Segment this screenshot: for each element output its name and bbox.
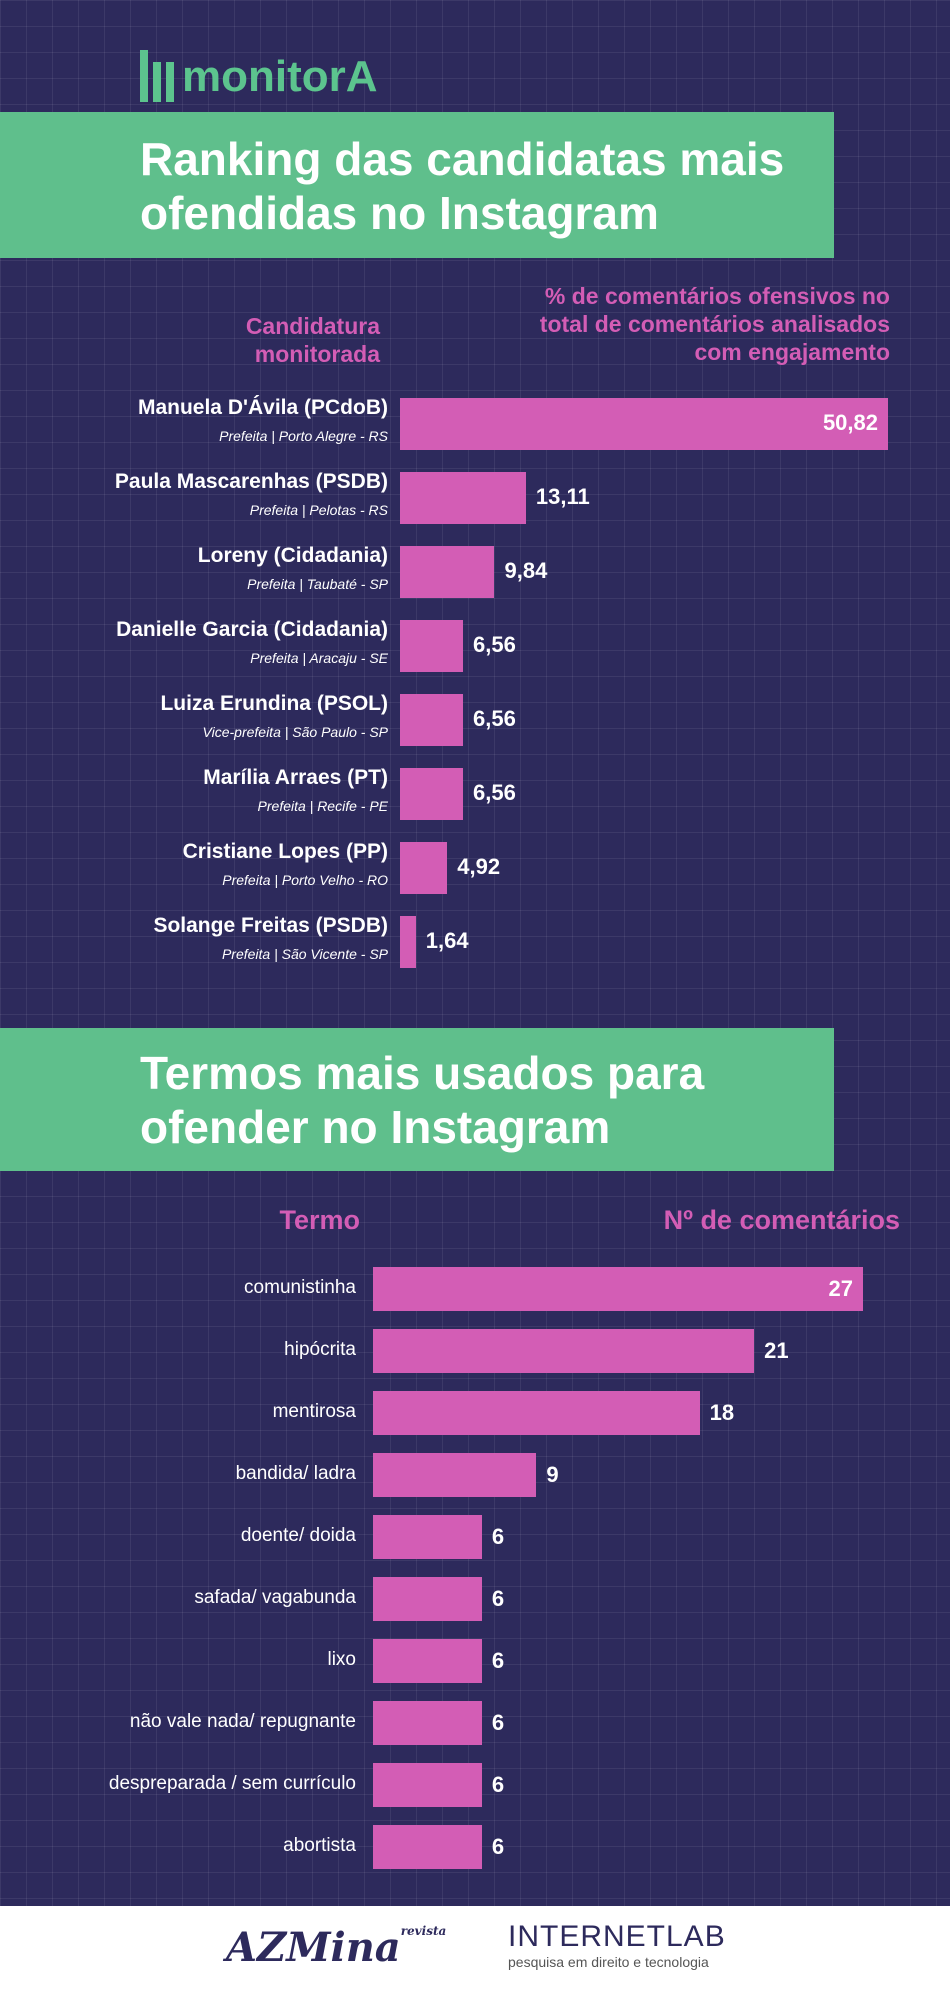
value-label: 6,56	[472, 706, 516, 731]
term-label: abortista	[283, 1835, 356, 1856]
footer: AZMinarevista INTERNETLAB pesquisa em di…	[0, 1906, 950, 1997]
title-band-1: Ranking das candidatas mais ofendidas no…	[0, 112, 834, 258]
bar	[373, 1391, 700, 1435]
term-label: bandida/ ladra	[235, 1463, 356, 1484]
bar	[400, 694, 463, 746]
chart1-value-header: % de comentários ofensivos no total de c…	[539, 283, 890, 365]
candidate-detail: Prefeita | São Vicente - SP	[221, 946, 388, 962]
value-label: 6,56	[472, 632, 516, 657]
value-label: 21	[764, 1338, 789, 1363]
azmina-logo: AZMinarevista	[226, 1924, 447, 1971]
chart2-value-header: Nº de comentários	[663, 1205, 900, 1235]
candidate-name: Cristiane Lopes (PP)	[182, 840, 388, 863]
value-label: 27	[828, 1276, 853, 1301]
bar	[373, 1515, 482, 1559]
candidate-detail: Prefeita | Aracaju - SE	[250, 650, 388, 666]
bar	[373, 1825, 482, 1869]
candidate-name: Danielle Garcia (Cidadania)	[116, 618, 388, 641]
value-label: 6	[491, 1524, 505, 1549]
bar	[400, 620, 463, 672]
bars-logo-icon	[140, 50, 174, 102]
bar	[373, 1329, 755, 1373]
value-label: 6	[491, 1834, 505, 1859]
candidate-detail: Prefeita | Recife - PE	[257, 798, 388, 814]
bar	[400, 472, 526, 524]
candidate-name: Marília Arraes (PT)	[203, 766, 388, 789]
bar	[373, 1577, 482, 1621]
bar	[400, 398, 888, 450]
chart1-category-header: Candidatura monitorada	[245, 313, 380, 367]
value-label: 6,56	[472, 780, 516, 805]
value-label: 6	[491, 1772, 505, 1797]
internetlab-logo: INTERNETLAB pesquisa em direito e tecnol…	[508, 1920, 726, 1970]
candidate-name: Loreny (Cidadania)	[197, 544, 388, 567]
value-label: 9,84	[504, 558, 548, 583]
value-label: 50,82	[822, 410, 878, 435]
term-label: mentirosa	[272, 1401, 356, 1422]
bar	[373, 1453, 537, 1497]
bar	[373, 1267, 863, 1311]
candidate-detail: Vice-prefeita | São Paulo - SP	[202, 724, 388, 740]
candidate-detail: Prefeita | Pelotas - RS	[249, 502, 388, 518]
value-label: 9	[546, 1462, 559, 1487]
bar	[400, 546, 495, 598]
chart2-title: Termos mais usados para ofender no Insta…	[140, 1047, 705, 1153]
bar	[400, 916, 416, 968]
monitora-logo: monitorA	[140, 50, 378, 102]
candidate-detail: Prefeita | Porto Velho - RO	[222, 872, 388, 888]
logo-text: monitorA	[182, 52, 378, 101]
value-label: 6	[491, 1586, 505, 1611]
term-label: safada/ vagabunda	[194, 1587, 356, 1608]
value-label: 18	[709, 1400, 735, 1425]
value-label: 6	[491, 1648, 505, 1673]
value-label: 13,11	[535, 484, 590, 509]
bar	[400, 842, 448, 894]
candidate-detail: Prefeita | Taubaté - SP	[247, 576, 388, 592]
term-label: não vale nada/ repugnante	[129, 1711, 356, 1732]
bar	[373, 1639, 482, 1683]
term-label: despreparada / sem currículo	[108, 1773, 356, 1794]
bar	[400, 768, 463, 820]
term-label: doente/ doida	[240, 1525, 356, 1546]
term-label: comunistinha	[244, 1277, 356, 1298]
candidate-name: Luiza Erundina (PSOL)	[160, 692, 388, 715]
chart2-category-header: Termo	[279, 1205, 360, 1235]
value-label: 6	[491, 1710, 505, 1735]
term-label: hipócrita	[284, 1339, 356, 1360]
candidate-detail: Prefeita | Porto Alegre - RS	[219, 428, 388, 444]
value-label: 4,92	[457, 854, 501, 879]
chart1-title: Ranking das candidatas mais ofendidas no…	[140, 133, 785, 239]
candidate-name: Paula Mascarenhas (PSDB)	[114, 470, 388, 493]
bar	[373, 1701, 482, 1745]
bar	[373, 1763, 482, 1807]
title-band-2: Termos mais usados para ofender no Insta…	[0, 1028, 834, 1171]
candidate-name: Solange Freitas (PSDB)	[153, 914, 388, 937]
candidate-name: Manuela D'Ávila (PCdoB)	[137, 396, 388, 419]
term-label: lixo	[327, 1649, 356, 1670]
value-label: 1,64	[425, 928, 469, 953]
